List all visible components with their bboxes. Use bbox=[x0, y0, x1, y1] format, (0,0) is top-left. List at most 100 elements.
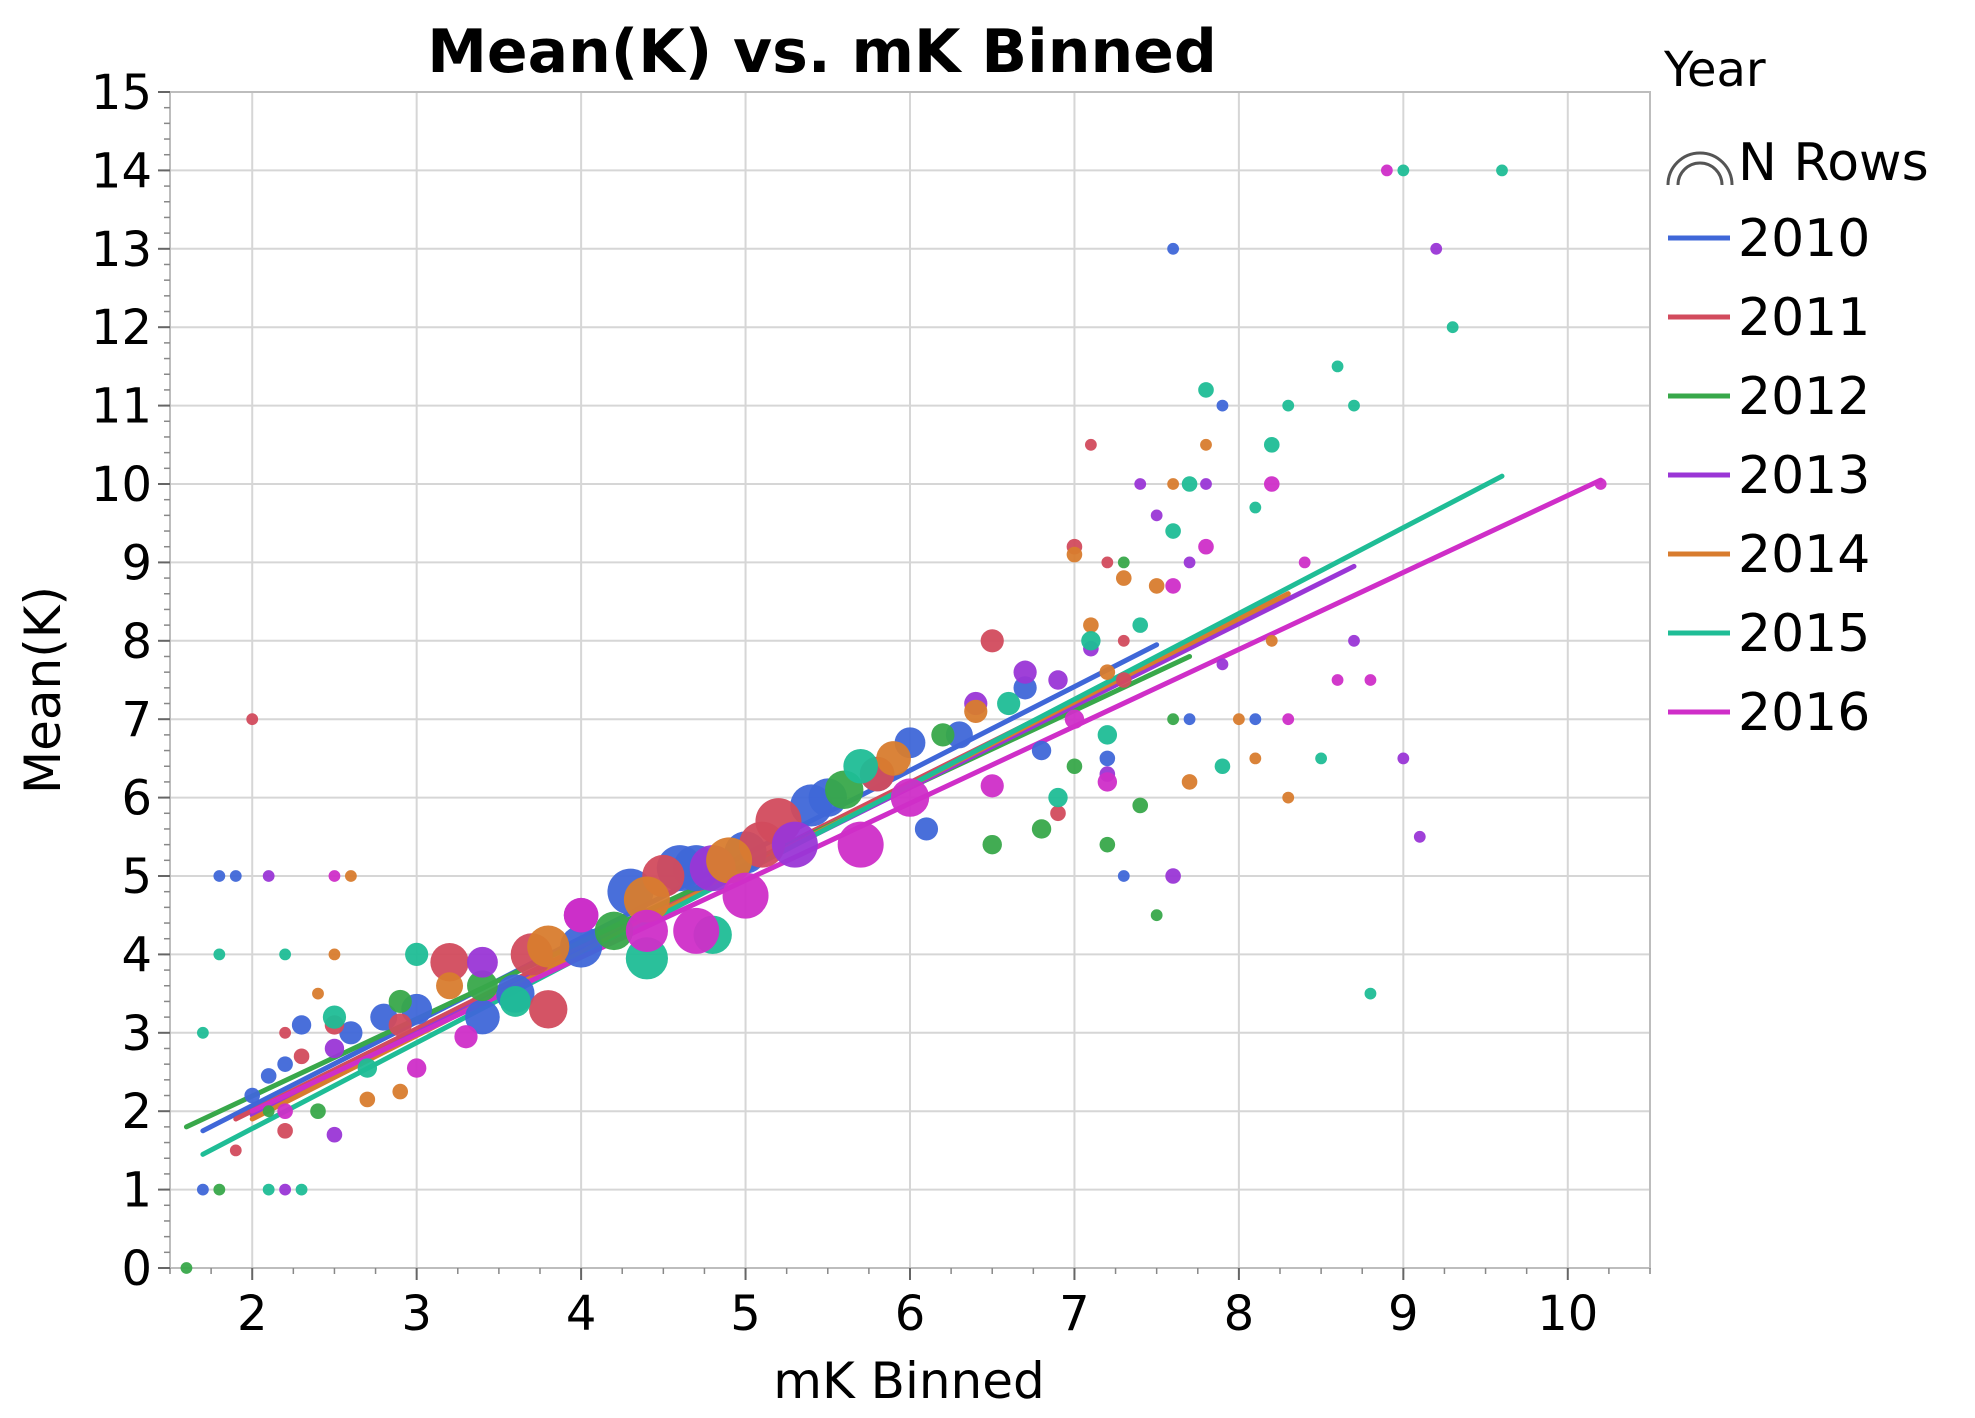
data-point-2014 bbox=[706, 837, 753, 884]
data-point-2013 bbox=[1397, 752, 1410, 765]
data-point-2014 bbox=[1181, 774, 1198, 790]
data-point-2011 bbox=[277, 1123, 293, 1139]
x-tick-label: 4 bbox=[566, 1286, 597, 1342]
data-point-2016 bbox=[454, 1025, 478, 1049]
data-point-2012 bbox=[982, 834, 1002, 855]
data-point-2015 bbox=[405, 942, 429, 967]
data-point-2010 bbox=[1249, 713, 1262, 726]
data-point-2014 bbox=[1200, 438, 1212, 451]
data-point-2014 bbox=[359, 1091, 376, 1108]
data-point-2015 bbox=[1198, 382, 1214, 398]
data-point-2011 bbox=[980, 629, 1004, 653]
data-point-2012 bbox=[594, 911, 634, 951]
data-point-2014 bbox=[964, 699, 988, 723]
x-tick-label: 6 bbox=[895, 1286, 926, 1342]
data-point-2010 bbox=[291, 1015, 312, 1035]
data-point-2011 bbox=[529, 990, 568, 1029]
data-point-2012 bbox=[262, 1105, 275, 1118]
data-point-2013 bbox=[279, 1183, 292, 1196]
data-point-2010 bbox=[339, 1021, 363, 1045]
data-point-2015 bbox=[1397, 164, 1410, 177]
legend-size-label: N Rows bbox=[1738, 133, 1929, 193]
data-point-2015 bbox=[262, 1183, 275, 1196]
data-point-2010 bbox=[560, 925, 603, 968]
data-point-2016 bbox=[406, 1058, 427, 1078]
x-tick-label: 5 bbox=[730, 1286, 761, 1342]
data-point-2010 bbox=[1183, 713, 1196, 726]
data-point-2011 bbox=[1084, 438, 1097, 451]
data-point-2013 bbox=[467, 946, 498, 978]
data-point-2015 bbox=[279, 948, 292, 961]
data-point-2013 bbox=[262, 870, 275, 882]
data-point-2016 bbox=[1198, 538, 1214, 555]
data-point-2010 bbox=[229, 870, 242, 882]
legend: Year N Rows 2010 2011 2012 2013 2014 2015 2016 bbox=[1663, 42, 1929, 743]
data-point-2010 bbox=[945, 721, 973, 749]
data-point-2015 bbox=[1081, 631, 1101, 651]
data-point-2011 bbox=[1050, 805, 1066, 822]
data-point-2014 bbox=[1249, 752, 1262, 765]
legend-label-2014: 2014 bbox=[1738, 525, 1870, 585]
data-point-2012 bbox=[467, 970, 498, 1002]
x-tick-label: 10 bbox=[1537, 1286, 1598, 1342]
x-tick-label: 8 bbox=[1224, 1286, 1255, 1342]
y-tick-label: 15 bbox=[91, 65, 152, 121]
data-point-2012 bbox=[931, 723, 955, 747]
data-point-2016 bbox=[1298, 556, 1311, 569]
data-point-2015 bbox=[997, 691, 1021, 716]
data-point-2013 bbox=[1183, 556, 1196, 569]
data-point-2015 bbox=[322, 1005, 347, 1029]
data-point-2010 bbox=[1031, 740, 1052, 761]
data-point-2011 bbox=[229, 1144, 242, 1157]
fit-line-2012 bbox=[183, 653, 1193, 1130]
data-point-2014 bbox=[527, 925, 570, 968]
data-point-2016 bbox=[563, 897, 599, 933]
data-point-2015 bbox=[1282, 399, 1295, 412]
data-point-2016 bbox=[1364, 674, 1377, 686]
data-point-2013 bbox=[771, 821, 818, 868]
data-point-2015 bbox=[357, 1058, 378, 1078]
legend-items: 2010 2011 2012 2013 2014 2015 2016 bbox=[1668, 209, 1870, 743]
legend-label-2016: 2016 bbox=[1738, 683, 1870, 743]
data-point-2014 bbox=[436, 972, 464, 1000]
data-point-2016 bbox=[1331, 674, 1344, 686]
data-point-2016 bbox=[980, 774, 1004, 798]
data-point-2014 bbox=[1099, 664, 1116, 680]
data-point-2015 bbox=[1331, 360, 1344, 373]
legend-title: Year bbox=[1663, 42, 1766, 98]
data-point-2016 bbox=[1263, 476, 1280, 492]
data-point-2015 bbox=[1097, 725, 1118, 745]
data-point-2016 bbox=[890, 778, 930, 817]
y-tick-label: 14 bbox=[91, 143, 152, 199]
data-point-2014 bbox=[623, 876, 670, 923]
fit-lines bbox=[183, 473, 1604, 1157]
data-point-2012 bbox=[388, 989, 412, 1014]
data-point-2014 bbox=[312, 987, 324, 1000]
data-point-2014 bbox=[1115, 570, 1132, 586]
data-point-2014 bbox=[1232, 713, 1245, 726]
data-point-2010 bbox=[1167, 242, 1180, 255]
y-tick-label: 9 bbox=[121, 535, 152, 591]
bubble-size-icon bbox=[1666, 151, 1734, 186]
data-point-2013 bbox=[1150, 509, 1163, 522]
data-point-2016 bbox=[328, 870, 341, 882]
x-tick-label: 9 bbox=[1388, 1286, 1419, 1342]
data-point-2016 bbox=[1282, 713, 1295, 726]
legend-label-2010: 2010 bbox=[1738, 209, 1870, 269]
data-point-2010 bbox=[914, 817, 939, 841]
data-point-2014 bbox=[1265, 634, 1278, 647]
data-point-2012 bbox=[1117, 556, 1130, 569]
data-point-2014 bbox=[328, 948, 341, 961]
data-point-2015 bbox=[1165, 523, 1181, 539]
data-point-2016 bbox=[1064, 709, 1085, 729]
data-point-2015 bbox=[1249, 501, 1262, 514]
y-tick-label: 7 bbox=[121, 692, 152, 748]
data-point-2016 bbox=[1097, 772, 1118, 792]
data-point-2015 bbox=[1348, 399, 1360, 412]
legend-label-2012: 2012 bbox=[1738, 367, 1870, 427]
data-point-2015 bbox=[1263, 437, 1280, 453]
legend-label-2011: 2011 bbox=[1738, 288, 1870, 348]
data-point-2012 bbox=[1150, 909, 1163, 922]
